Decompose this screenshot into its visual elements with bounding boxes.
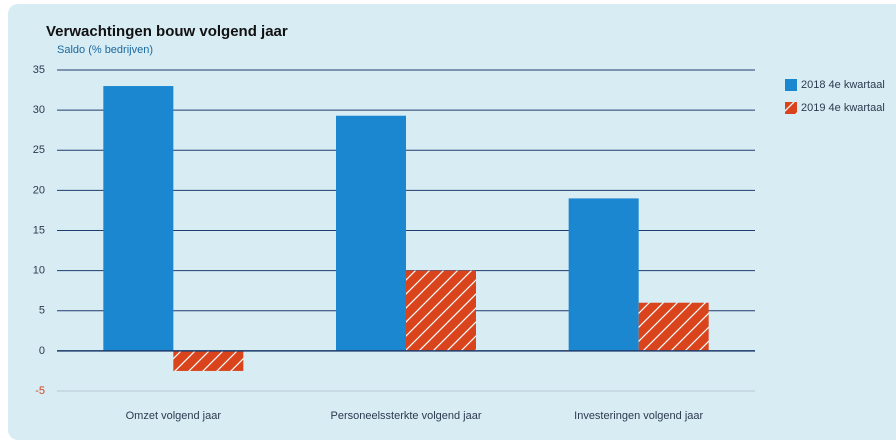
bar (103, 86, 174, 351)
bar (336, 115, 406, 351)
y-tick-label: 10 (33, 265, 45, 277)
legend-label: 2018 4e kwartaal (801, 79, 885, 91)
y-tick-label: 20 (33, 184, 45, 196)
y-tick-label: 15 (33, 224, 45, 236)
chart-title: Verwachtingen bouw volgend jaar (46, 23, 288, 40)
legend-swatch (785, 102, 797, 114)
y-tick-label: 25 (33, 144, 45, 156)
x-tick-label: Omzet volgend jaar (126, 410, 222, 422)
y-tick-label: 35 (33, 64, 45, 76)
legend-swatch (785, 79, 797, 91)
bar (173, 350, 244, 371)
legend-label: 2019 4e kwartaal (801, 102, 885, 114)
bar (638, 302, 709, 351)
x-tick-label: Personeelssterkte volgend jaar (330, 410, 481, 422)
bar (406, 270, 476, 351)
chart-subtitle: Saldo (% bedrijven) (57, 44, 153, 56)
bar (568, 198, 639, 351)
y-tick-label: -5 (35, 385, 45, 397)
y-tick-label: 0 (39, 345, 45, 357)
y-tick-label: 30 (33, 104, 45, 116)
x-tick-label: Investeringen volgend jaar (574, 410, 703, 422)
y-tick-label: 5 (39, 305, 45, 317)
